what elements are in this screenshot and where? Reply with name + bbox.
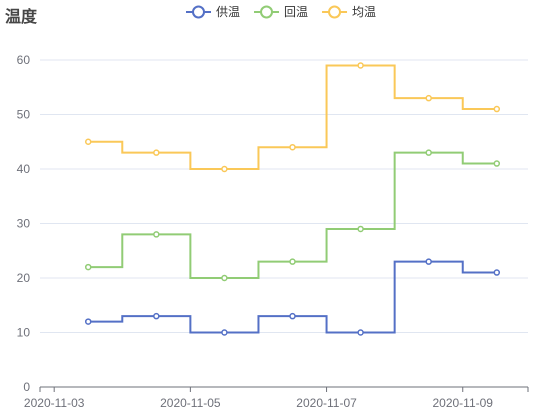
y-tick-label: 40 — [17, 162, 31, 176]
y-tick-label: 10 — [17, 326, 31, 340]
data-point[interactable] — [221, 329, 228, 336]
y-tick-label: 0 — [23, 380, 30, 394]
y-tick-label: 50 — [17, 108, 31, 122]
data-point[interactable] — [84, 263, 92, 271]
x-tick-label: 2020-11-03 — [24, 396, 85, 410]
data-point[interactable] — [493, 269, 501, 276]
legend-item-2[interactable]: 均温 — [322, 5, 376, 19]
legend-label: 回温 — [284, 5, 308, 19]
legend-item-0[interactable]: 供温 — [186, 5, 240, 19]
data-point[interactable] — [84, 318, 92, 325]
x-tick-label: 2020-11-05 — [160, 396, 221, 410]
grid-layer — [40, 59, 528, 333]
legend-item-1[interactable]: 回温 — [254, 5, 308, 19]
axis-layer: 0 10 20 30 40 50 60 2020-11-03 2020-11-05 2020-11… — [17, 53, 529, 410]
data-point[interactable] — [289, 143, 296, 151]
data-point[interactable] — [221, 274, 228, 282]
data-point[interactable] — [357, 225, 364, 233]
y-axis-title: 温度 — [4, 7, 38, 26]
data-point[interactable] — [425, 258, 432, 265]
series-line-0 — [88, 260, 497, 334]
x-tick-label: 2020-11-07 — [296, 396, 357, 410]
data-point[interactable] — [425, 149, 432, 156]
series-layer — [84, 62, 501, 336]
data-point[interactable] — [153, 312, 160, 320]
data-point[interactable] — [289, 258, 296, 265]
data-point[interactable] — [153, 149, 160, 156]
legend[interactable]: 供温 回温 均温 — [186, 5, 376, 19]
data-point[interactable] — [84, 138, 92, 145]
y-tick-label: 30 — [17, 217, 31, 231]
data-point[interactable] — [493, 105, 501, 113]
x-tick-label: 2020-11-09 — [432, 396, 493, 410]
data-point[interactable] — [357, 62, 364, 69]
data-point[interactable] — [425, 94, 432, 102]
legend-label: 均温 — [352, 5, 376, 19]
data-point[interactable] — [153, 231, 160, 238]
y-tick-label: 60 — [17, 53, 31, 67]
legend-circle-icon — [328, 5, 342, 19]
data-point[interactable] — [493, 160, 501, 167]
legend-circle-icon — [192, 5, 205, 19]
data-point[interactable] — [289, 312, 296, 320]
legend-circle-icon — [260, 5, 274, 19]
data-point[interactable] — [221, 165, 228, 173]
y-tick-label: 20 — [17, 271, 31, 285]
legend-label: 供温 — [216, 5, 240, 19]
data-point[interactable] — [357, 329, 364, 336]
